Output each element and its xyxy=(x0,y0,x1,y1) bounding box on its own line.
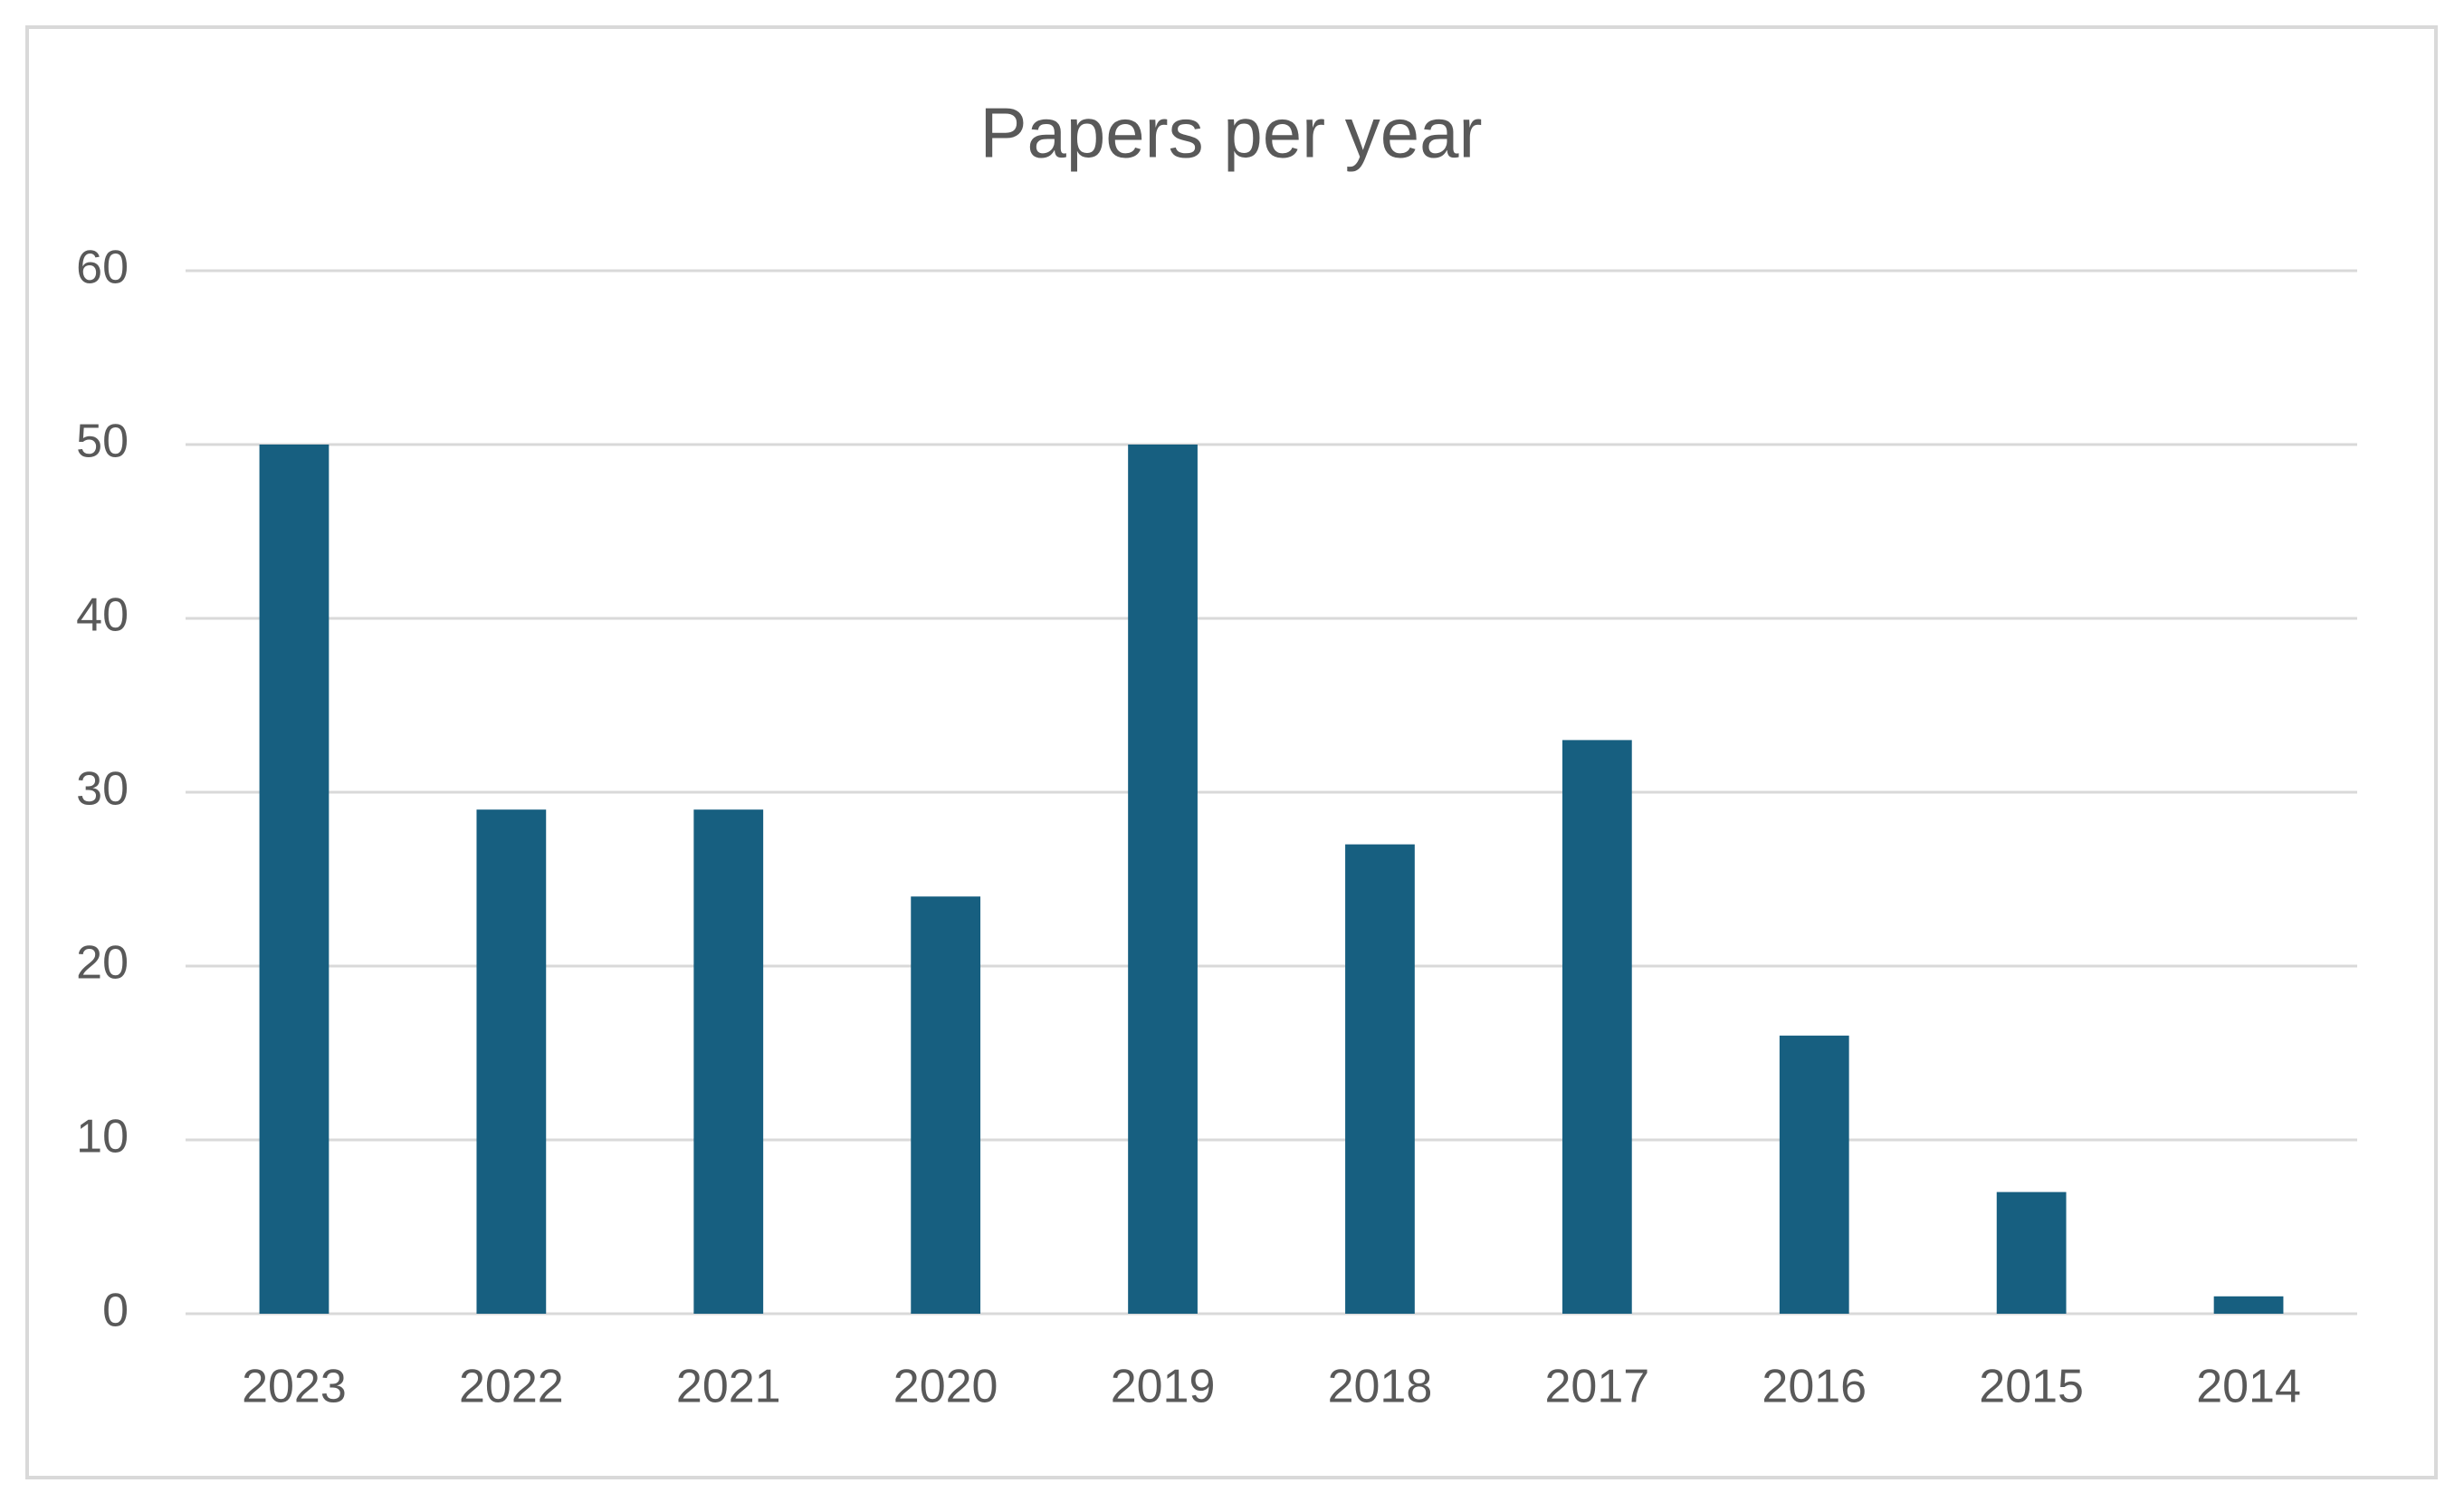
x-tick-label: 2019 xyxy=(1111,1361,1216,1413)
y-tick-label: 60 xyxy=(76,242,129,294)
y-tick-label: 0 xyxy=(102,1285,129,1337)
x-tick-label: 2016 xyxy=(1762,1361,1867,1413)
bar xyxy=(476,809,547,1314)
bar xyxy=(1561,740,1632,1314)
bar xyxy=(259,445,329,1314)
x-tick-label: 2021 xyxy=(676,1361,781,1413)
bar xyxy=(1128,445,1198,1314)
x-tick-label: 2020 xyxy=(893,1361,998,1413)
y-tick-label: 50 xyxy=(76,416,129,468)
bar xyxy=(911,896,981,1314)
x-tick-label: 2017 xyxy=(1545,1361,1650,1413)
y-tick-label: 40 xyxy=(76,589,129,642)
bar xyxy=(693,809,764,1314)
y-tick-label: 20 xyxy=(76,937,129,990)
chart-border xyxy=(25,25,2438,1479)
chart-title: Papers per year xyxy=(980,93,1483,173)
x-tick-label: 2023 xyxy=(242,1361,347,1413)
x-tick-label: 2022 xyxy=(459,1361,564,1413)
x-tick-label: 2014 xyxy=(2196,1361,2301,1413)
y-tick-label: 30 xyxy=(76,763,129,816)
x-tick-label: 2018 xyxy=(1328,1361,1433,1413)
bar xyxy=(1996,1191,2067,1314)
bar xyxy=(1345,844,1415,1314)
y-tick-label: 10 xyxy=(76,1111,129,1163)
x-tick-label: 2015 xyxy=(1979,1361,2084,1413)
bar xyxy=(2213,1296,2284,1314)
bar xyxy=(1779,1035,1849,1314)
